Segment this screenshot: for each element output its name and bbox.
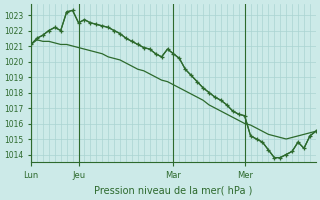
X-axis label: Pression niveau de la mer( hPa ): Pression niveau de la mer( hPa ) [94,186,252,196]
